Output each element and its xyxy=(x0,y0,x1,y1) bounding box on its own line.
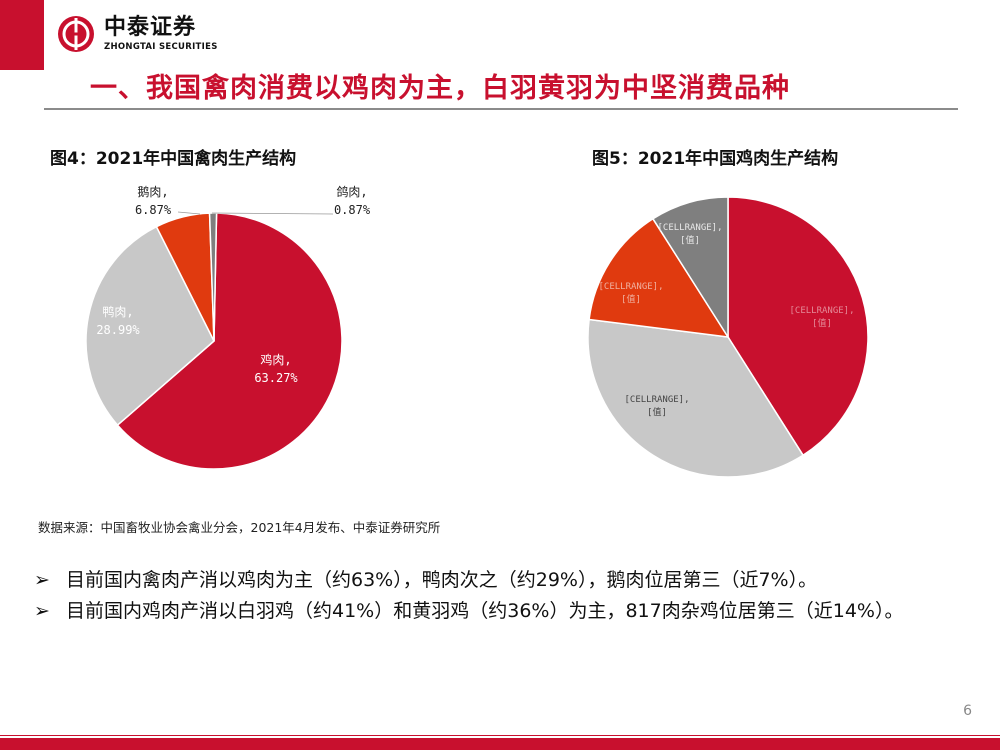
arrow-bullet-icon: ➢ xyxy=(34,600,50,622)
company-logo: 中泰证券 ZHONGTAI SECURITIES xyxy=(56,14,218,54)
pie1-label-value-1: 28.99% xyxy=(96,323,140,337)
pie1-label-name-1: 鸭肉, xyxy=(102,305,133,319)
pie1-label-name-2: 鹅肉, xyxy=(137,185,168,199)
title-divider xyxy=(44,108,958,110)
pie1-label-value-3: 0.87% xyxy=(334,203,371,217)
pie1-slice-0 xyxy=(116,212,343,470)
figure-5-title: 图5：2021年中国鸡肉生产结构 xyxy=(592,149,839,169)
pie2-label-name-2: [CELLRANGE], xyxy=(598,282,663,292)
bullet-text: 目前国内鸡肉产消以白羽鸡（约41%）和黄羽鸡（约36%）为主，817肉杂鸡位居第… xyxy=(66,600,904,622)
logo-name-cn: 中泰证券 xyxy=(104,14,197,40)
footer-rule xyxy=(0,735,1000,736)
pie2-slice-1 xyxy=(587,318,805,478)
pie1-leader-2 xyxy=(177,211,201,215)
figure-4-title: 图4：2021年中国禽肉生产结构 xyxy=(50,149,297,169)
page-title: 一、我国禽肉消费以鸡肉为主，白羽黄羽为中坚消费品种 xyxy=(90,73,790,104)
pie2-slice-3 xyxy=(651,196,729,340)
pie2-label-name-0: [CELLRANGE], xyxy=(789,306,854,316)
footer-accent-bar xyxy=(0,738,1000,750)
arrow-bullet-icon: ➢ xyxy=(34,569,50,591)
pie2-label-value-0: [值] xyxy=(812,317,832,329)
pie2-slice-0 xyxy=(727,196,869,457)
bullet-item: ➢ 目前国内鸡肉产消以白羽鸡（约41%）和黄羽鸡（约36%）为主，817肉杂鸡位… xyxy=(34,597,964,626)
data-source: 数据来源：中国畜牧业协会禽业分会，2021年4月发布、中泰证券研究所 xyxy=(38,520,441,535)
pie1-leader-3 xyxy=(211,212,334,215)
bullet-list: ➢ 目前国内禽肉产消以鸡肉为主（约63%），鸭肉次之（约29%），鹅肉位居第三（… xyxy=(34,566,964,628)
pie1-label-value-0: 63.27% xyxy=(254,371,298,385)
pie1-slice-1 xyxy=(85,225,215,427)
pie2-label-value-1: [值] xyxy=(647,406,667,418)
bullet-item: ➢ 目前国内禽肉产消以鸡肉为主（约63%），鸭肉次之（约29%），鹅肉位居第三（… xyxy=(34,566,964,595)
header-accent-bar xyxy=(0,0,44,70)
pie2-label-name-3: [CELLRANGE], xyxy=(657,223,722,233)
bullet-text: 目前国内禽肉产消以鸡肉为主（约63%），鸭肉次之（约29%），鹅肉位居第三（近7… xyxy=(66,569,818,591)
pie2-label-value-3: [值] xyxy=(680,234,700,246)
zhongtai-logo-icon xyxy=(58,16,94,52)
pie2-slice-2 xyxy=(588,217,730,338)
pie1-label-name-3: 鸽肉, xyxy=(336,184,367,199)
pie2-label-value-2: [值] xyxy=(621,293,641,305)
logo-name-en: ZHONGTAI SECURITIES xyxy=(104,41,218,52)
pie1-label-value-2: 6.87% xyxy=(135,203,172,217)
pie2-label-name-1: [CELLRANGE], xyxy=(624,395,689,405)
pie1-label-name-0: 鸡肉, xyxy=(260,352,291,367)
page-number: 6 xyxy=(963,703,972,719)
